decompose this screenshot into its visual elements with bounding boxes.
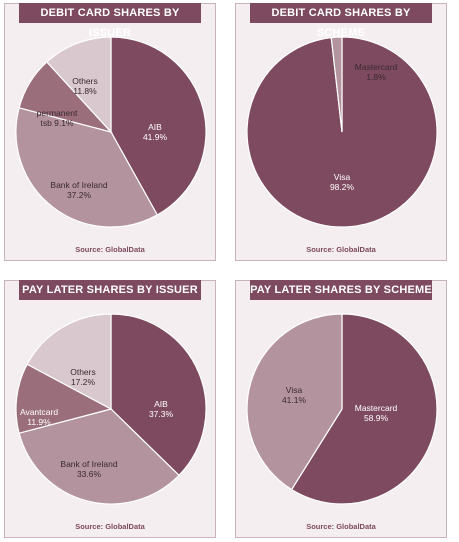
slice-label-visa: Visa 98.2% [330,172,355,192]
pie-chart-paylater-issuer: AIB 37.3% Bank of Ireland 33.6% Avantcard 11.… [15,313,207,505]
slice-label-visa: Visa 41.1% [282,385,307,405]
pie-slice-avantcard [15,363,113,434]
pie-slice-bank-of-ireland [15,107,159,228]
chart-source: Source: GlobalData [306,522,376,531]
slice-label-mastercard: Mastercard 58.9% [355,403,398,423]
chart-title: PAY LATER SHARES BY ISSUER [19,280,201,300]
pie-slice-mastercard [290,313,438,505]
slice-label-bank-of-ireland: Bank of Ireland 33.6% [60,459,117,479]
chart-source: Source: GlobalData [306,245,376,254]
chart-source: Source: GlobalData [75,245,145,254]
slice-label-permanent-tsb: permanent tsb 9.1% [37,108,78,128]
chart-source: Source: GlobalData [75,522,145,531]
slice-label-others: Others 17.2% [70,367,96,387]
pie-slice-mastercard [330,36,343,133]
slice-label-mastercard: Mastercard 1.8% [355,62,398,82]
pie-slice-visa [246,313,343,491]
slice-label-avantcard: Avantcard 11.9% [20,407,58,427]
chart-panel-debit-issuer: DEBIT CARD SHARES BY ISSUER AIB 41.9% Bank… [4,3,216,261]
chart-panel-debit-scheme: DEBIT CARD SHARES BY SCHEME Visa 98.2% Mas… [235,3,447,261]
pie-slice-aib [110,313,207,477]
chart-panel-paylater-scheme: PAY LATER SHARES BY SCHEME Mastercard 58.… [235,280,447,538]
pie-chart-debit-scheme: Visa 98.2% Mastercard 1.8% [246,36,438,228]
chart-title: DEBIT CARD SHARES BY ISSUER [19,3,201,39]
pie-slice-aib [110,36,207,216]
slice-label-bank-of-ireland: Bank of Ireland 37.2% [50,180,107,200]
chart-title: DEBIT CARD SHARES BY SCHEME [250,3,432,39]
slice-label-aib: AIB 41.9% [143,122,168,142]
pie-chart-debit-issuer: AIB 41.9% Bank of Ireland 37.2% permanent tsb… [15,36,207,228]
pie-slice-others [26,313,112,411]
chart-title: PAY LATER SHARES BY SCHEME [250,280,432,300]
pie-slice-others [45,36,112,134]
pie-chart-paylater-scheme: Mastercard 58.9% Visa 41.1% [246,313,438,505]
slice-label-others: Others 11.8% [72,76,98,96]
pie-slice-bank-of-ireland [18,408,180,505]
chart-panel-paylater-issuer: PAY LATER SHARES BY ISSUER AIB 37.3% Bank … [4,280,216,538]
slice-label-aib: AIB 37.3% [149,399,174,419]
